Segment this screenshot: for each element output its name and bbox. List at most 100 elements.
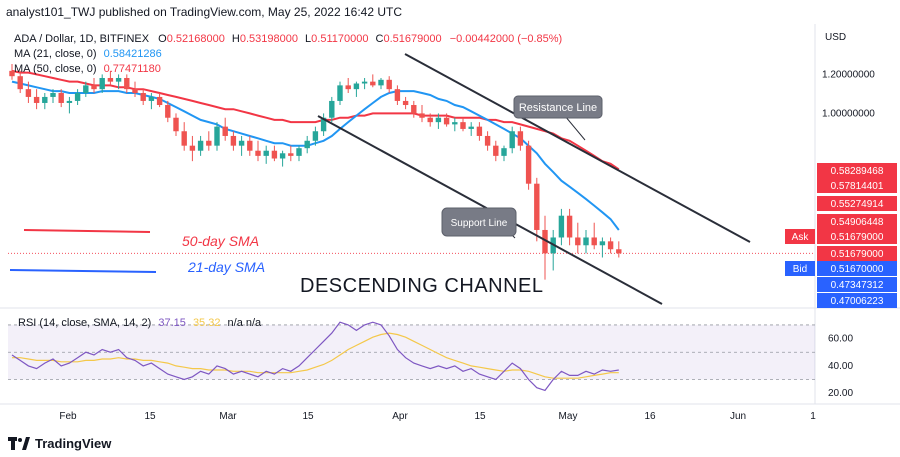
candle: [9, 63, 15, 80]
candle-body: [320, 117, 327, 132]
candle-body: [263, 150, 269, 156]
candle-body: [435, 117, 442, 123]
candle: [279, 150, 286, 167]
price-tag: 0.51679000: [817, 246, 897, 261]
candle: [345, 77, 351, 94]
candle-body: [312, 131, 319, 141]
candle: [214, 122, 220, 151]
candle: [386, 76, 392, 94]
rsi-pane[interactable]: 60.00 40.00 20.00: [8, 321, 853, 399]
ma50-legend: MA (50, close, 0) 0.77471180: [14, 63, 161, 75]
price-tag-name-box: [785, 261, 815, 276]
sma21-label: 21-day SMA: [187, 259, 265, 275]
candle-body: [140, 93, 146, 101]
candle: [607, 237, 614, 254]
price-tag-box: [817, 246, 897, 261]
chart-canvas[interactable]: USD 1.20000000 1.00000000 Feb 15 Mar 15 Apr 15 Ma…: [0, 24, 900, 432]
candle-body: [452, 122, 458, 125]
price-tag-name: Ask: [792, 232, 810, 243]
price-tag-box: [817, 229, 897, 244]
candle-body: [517, 131, 524, 146]
candle: [320, 113, 327, 136]
candle: [419, 105, 425, 123]
candle-body: [107, 77, 114, 82]
candle: [115, 74, 122, 90]
candle-body: [148, 96, 155, 101]
candle: [74, 89, 81, 106]
candle-body: [583, 237, 589, 246]
time-tick-label: Jun: [730, 411, 746, 422]
price-tag-value: 0.47006223: [831, 296, 884, 307]
candle: [271, 145, 278, 162]
candle: [370, 74, 376, 88]
candle-body: [25, 89, 32, 97]
rsi-legend: RSI (14, close, SMA, 14, 2) 37.15 35.32 …: [18, 317, 262, 329]
candle: [361, 77, 368, 90]
candle: [493, 140, 499, 162]
candle-body: [42, 96, 48, 103]
ma21-legend: MA (21, close, 0) 0.58421286: [14, 48, 162, 60]
candle-body: [591, 237, 597, 246]
price-tag-value: 0.54906448: [831, 217, 884, 228]
candle-body: [402, 100, 409, 106]
candle: [583, 229, 589, 254]
footer: TradingView: [0, 432, 900, 457]
rsi-sma-line: [12, 332, 619, 379]
candle-body: [230, 135, 237, 146]
price-tag-name: Bid: [793, 264, 807, 275]
candle-body: [238, 140, 245, 146]
price-pane[interactable]: [8, 63, 815, 280]
candle: [353, 81, 360, 97]
time-tick-label: 16: [644, 411, 656, 422]
candle: [99, 74, 105, 94]
price-tag-name-box: [785, 229, 815, 244]
candle: [255, 140, 261, 162]
candle-body: [288, 153, 294, 156]
candle-body: [419, 113, 425, 118]
candle: [238, 135, 245, 156]
candle-body: [271, 150, 278, 159]
candle-body: [468, 126, 474, 129]
candle: [517, 126, 524, 151]
candle-body: [616, 249, 622, 254]
price-tag-box: [817, 163, 897, 178]
candle-body: [74, 93, 81, 101]
currency-label: USD: [825, 32, 846, 43]
candle: [140, 89, 146, 106]
candle: [25, 81, 32, 103]
time-tick-label: Mar: [219, 411, 237, 422]
tradingview-logo[interactable]: TradingView: [8, 436, 111, 451]
price-tag-box: [817, 178, 897, 193]
candle: [378, 77, 384, 90]
candle-body: [197, 140, 204, 151]
price-tag-value: 0.51670000: [831, 264, 884, 275]
candle-body: [361, 81, 368, 84]
candle-body: [427, 117, 433, 123]
candle-body: [222, 126, 228, 136]
candle-body: [33, 96, 40, 103]
candle: [206, 131, 212, 151]
candle: [525, 140, 532, 190]
candle-body: [460, 122, 466, 129]
candle: [107, 70, 114, 86]
candle: [591, 222, 597, 250]
resistance-label: Resistance Line: [519, 102, 597, 114]
legend: ADA / Dollar, 1D, BITFINEX O0.52168000 H…: [14, 33, 562, 329]
candle-body: [575, 237, 581, 246]
candle: [50, 89, 56, 103]
sma50-sample-line: [23, 229, 151, 233]
price-tag: 0.58289468: [817, 163, 897, 178]
candle: [534, 177, 540, 242]
candle: [575, 222, 581, 254]
channel-title: DESCENDING CHANNEL: [300, 275, 543, 297]
candle: [427, 113, 433, 127]
candle: [435, 113, 442, 129]
price-tag: 0.55274914: [817, 196, 897, 211]
price-tick-label: 1.20000000: [822, 69, 875, 80]
rsi-tick-label: 20.00: [828, 388, 853, 399]
symbol-legend: ADA / Dollar, 1D, BITFINEX O0.52168000 H…: [14, 33, 562, 45]
price-tag-box: [817, 261, 897, 276]
price-tag-box: [817, 277, 897, 292]
price-tag-value: 0.55274914: [831, 199, 884, 210]
candle: [452, 117, 458, 132]
